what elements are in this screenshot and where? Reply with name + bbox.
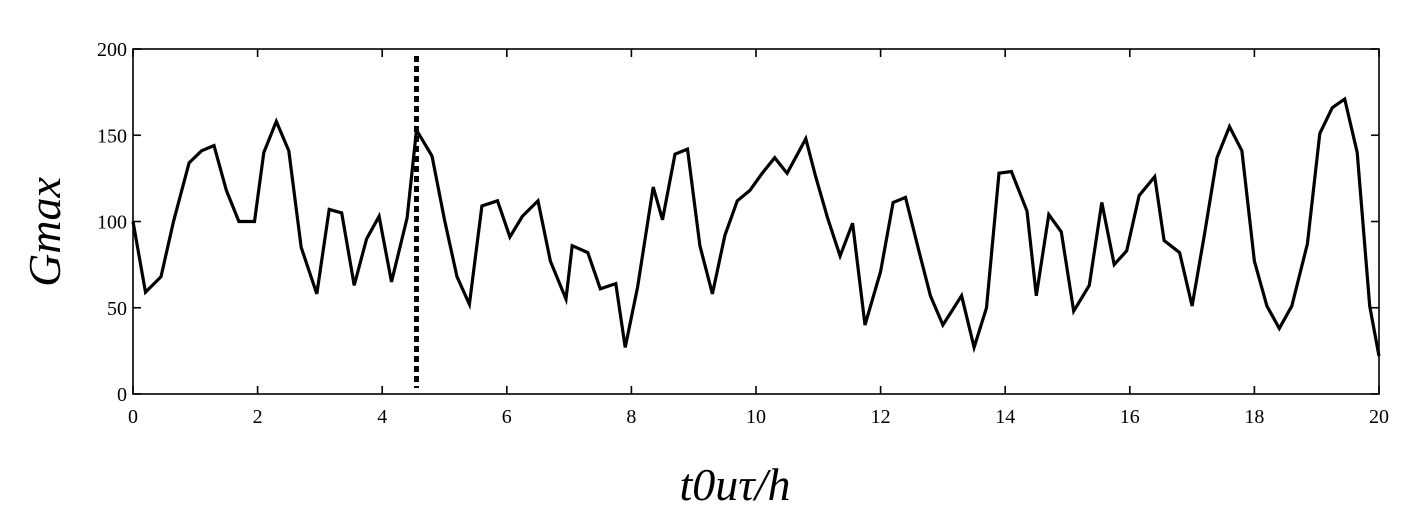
x-tick-label: 12 bbox=[871, 406, 891, 428]
x-tick-label: 10 bbox=[746, 406, 766, 428]
y-tick-label: 200 bbox=[97, 39, 127, 61]
y-axis-ticks: 0 50 100 150 200 bbox=[97, 39, 1379, 406]
x-tick-label: 14 bbox=[995, 406, 1015, 428]
y-tick-label: 0 bbox=[117, 384, 127, 406]
series-line bbox=[131, 96, 1381, 357]
x-tick-label: 18 bbox=[1244, 406, 1264, 428]
y-tick-label: 50 bbox=[107, 298, 127, 320]
x-tick-label: 8 bbox=[626, 406, 636, 428]
x-tick-label: 4 bbox=[377, 406, 387, 428]
x-tick-label: 6 bbox=[502, 406, 512, 428]
x-axis-ticks: 0 2 4 6 8 10 12 14 16 18 20 bbox=[128, 49, 1389, 428]
y-tick-label: 150 bbox=[97, 125, 127, 147]
x-axis-label: t0uτ/h bbox=[679, 459, 790, 510]
x-tick-label: 2 bbox=[253, 406, 263, 428]
x-tick-label: 20 bbox=[1369, 406, 1389, 428]
plot-frame bbox=[132, 48, 1380, 395]
y-tick-label: 100 bbox=[97, 212, 127, 234]
y-axis-label: Gmax bbox=[19, 176, 70, 286]
x-tick-label: 16 bbox=[1120, 406, 1140, 428]
x-tick-label: 0 bbox=[128, 406, 138, 428]
